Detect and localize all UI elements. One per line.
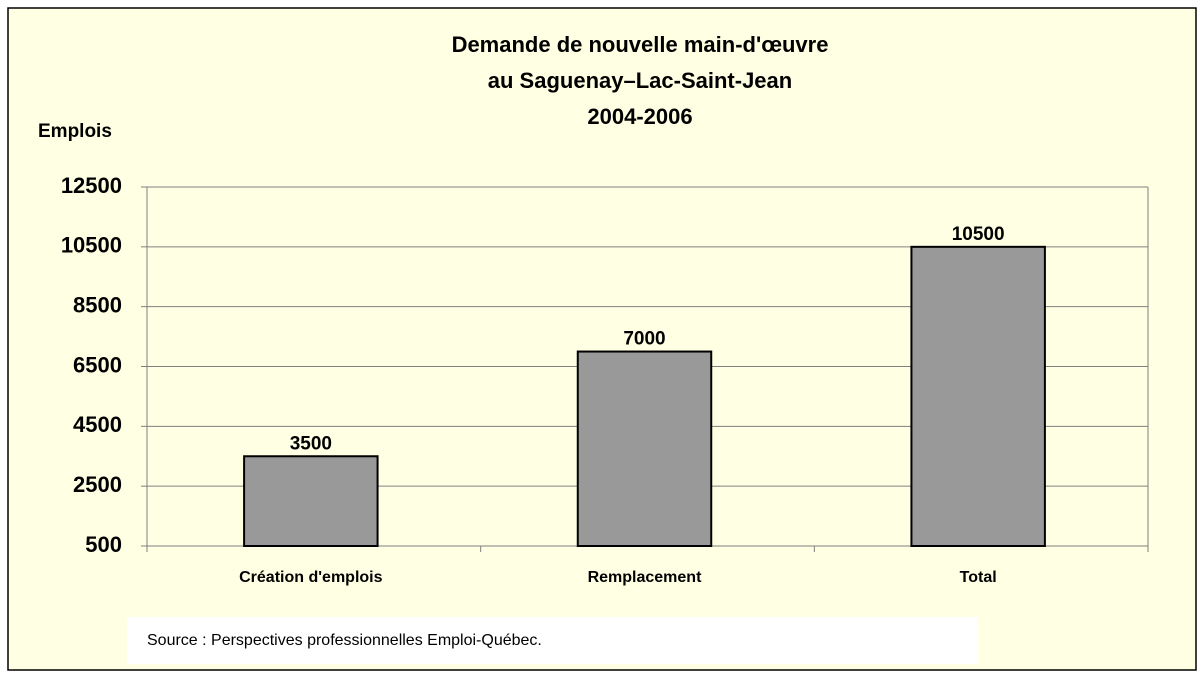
source-box: [127, 617, 978, 664]
bar: [243, 455, 379, 547]
bar: [576, 350, 713, 547]
chart-title: au Saguenay–Lac-Saint-Jean: [488, 68, 792, 93]
y-axis-label: Emplois: [38, 121, 112, 142]
chart-title: Demande de nouvelle main-d'œuvre: [452, 32, 829, 57]
y-tick-label: 12500: [61, 173, 122, 198]
y-tick-label: 2500: [73, 472, 122, 497]
data-label: 3500: [290, 433, 332, 454]
chart-title: 2004-2006: [587, 104, 692, 129]
x-tick-label: Remplacement: [588, 569, 702, 586]
data-label: 7000: [623, 329, 665, 350]
bar: [910, 245, 1046, 547]
data-label: 10500: [952, 224, 1005, 245]
y-tick-label: 8500: [73, 292, 122, 317]
x-tick-label: Total: [960, 569, 997, 586]
x-tick-label: Création d'emplois: [239, 569, 382, 586]
source-note: Source : Perspectives professionnelles E…: [147, 632, 542, 649]
y-tick-label: 6500: [73, 352, 122, 377]
y-tick-label: 500: [85, 532, 122, 557]
y-tick-label: 4500: [73, 412, 122, 437]
y-tick-label: 10500: [61, 233, 122, 258]
